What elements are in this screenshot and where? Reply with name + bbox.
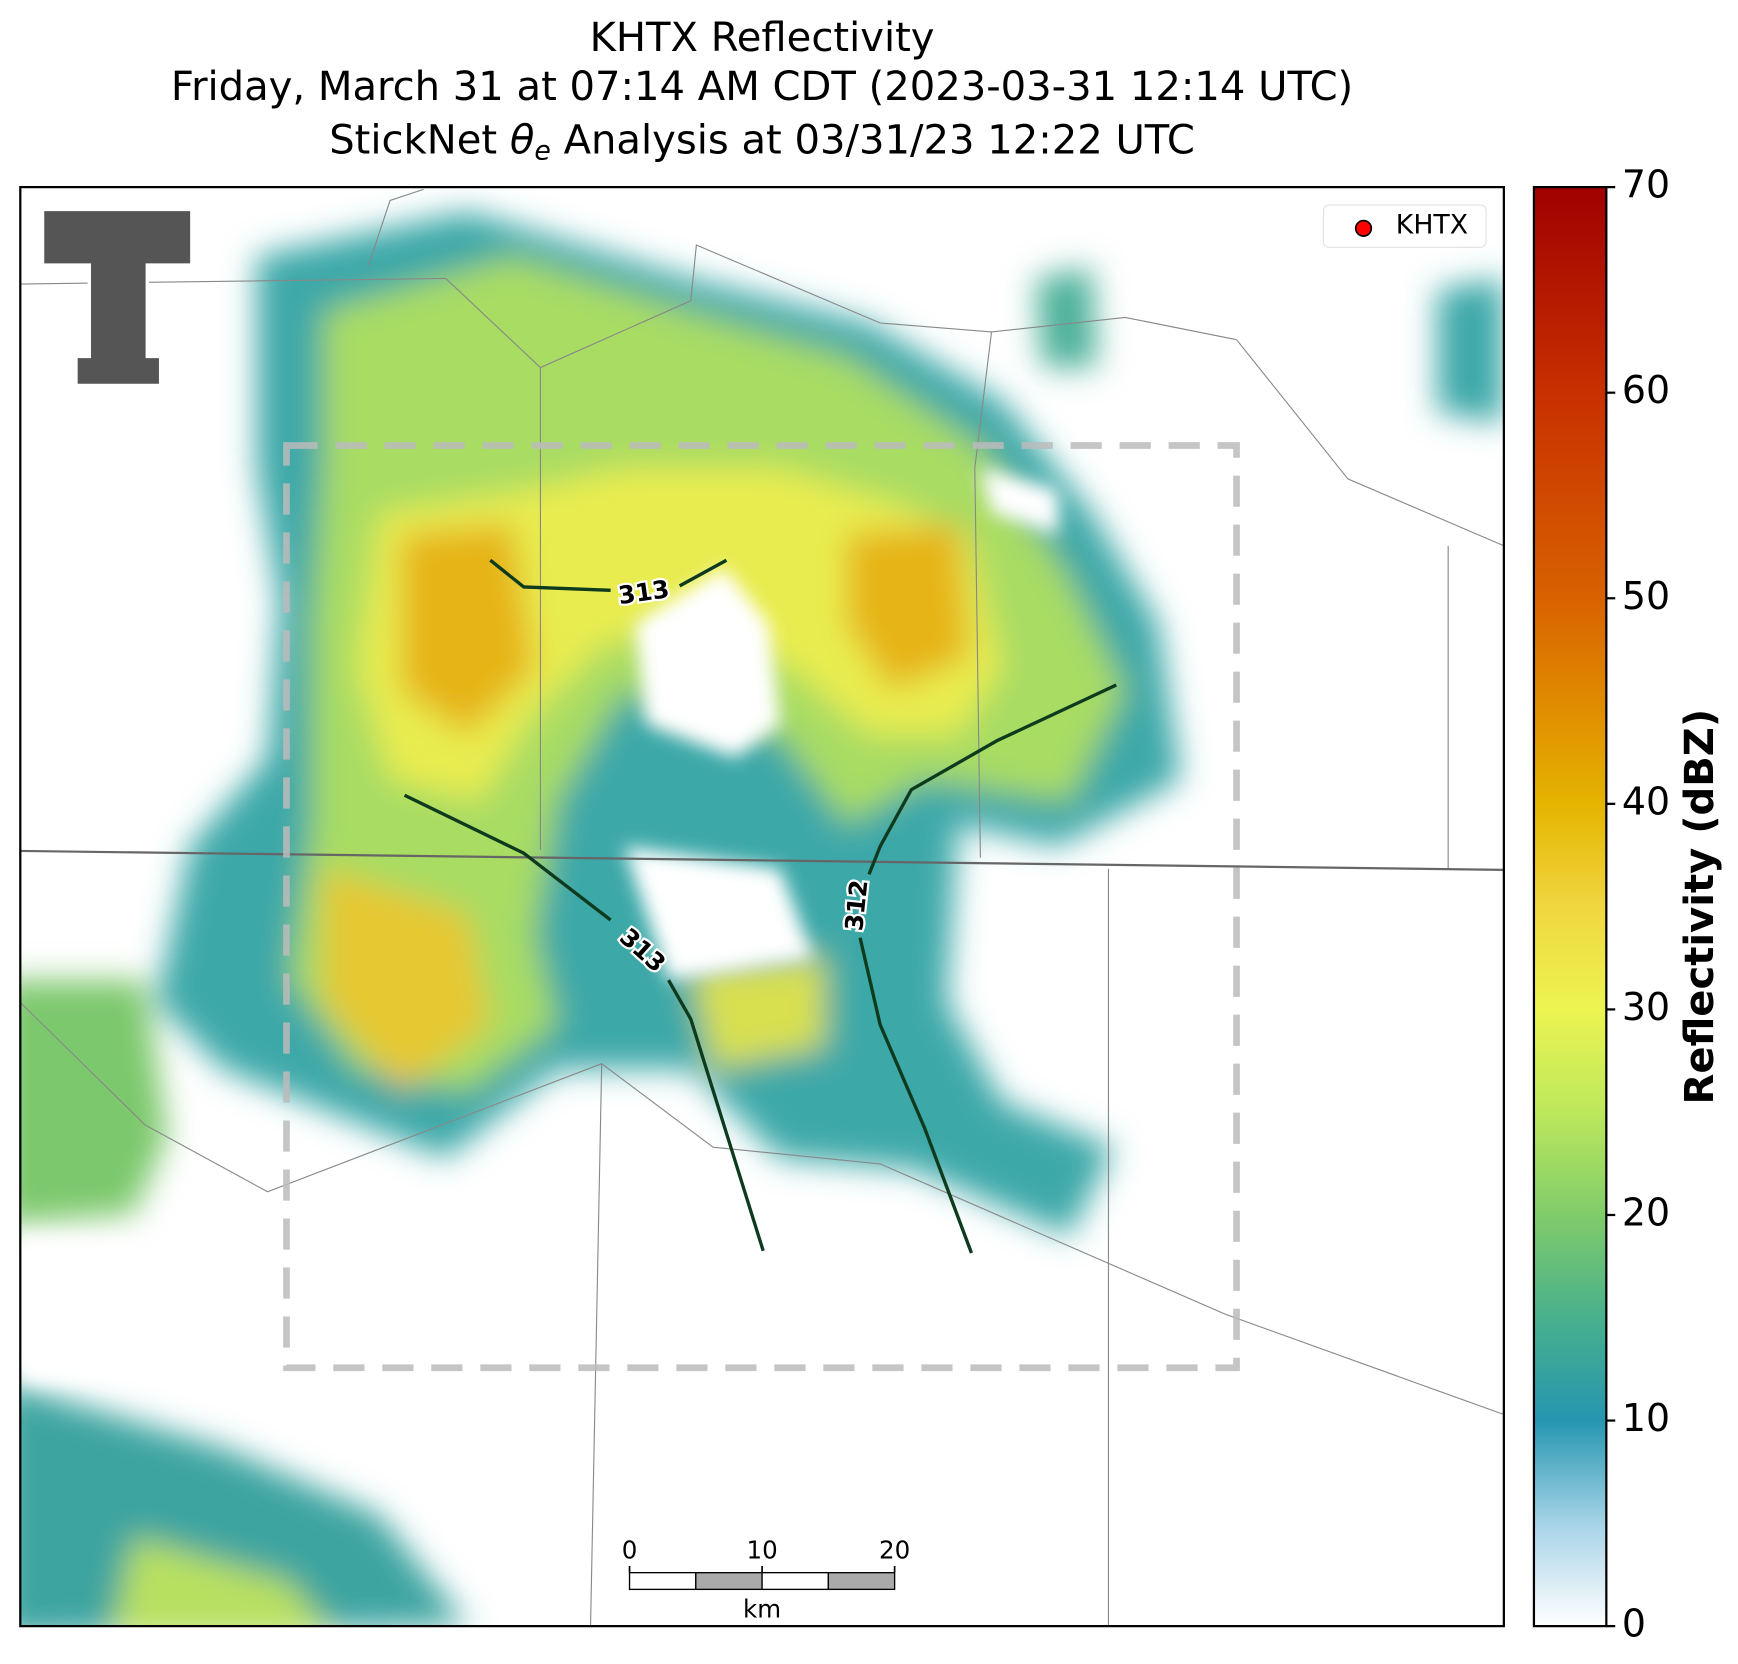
- colorbar: [1532, 186, 1608, 1628]
- theta-subscript: e: [534, 135, 550, 166]
- map-frame: [19, 186, 1505, 1628]
- scale-tick-label: 20: [879, 1536, 910, 1565]
- legend-marker: [1354, 219, 1373, 237]
- analysis-prefix: StickNet: [329, 118, 497, 164]
- colorbar-ticks: 0 10 20 30 40 50 60 70: [1606, 163, 1670, 1646]
- colorbar-tick-label: 0: [1622, 1602, 1646, 1646]
- scale-bar: 0 10 20 km: [622, 1536, 910, 1624]
- spacer: [551, 118, 564, 164]
- state-line: [20, 849, 1504, 871]
- echo-gaps: [22, 467, 1059, 1382]
- scale-segment: [695, 1572, 763, 1591]
- contour-line: [489, 558, 728, 592]
- colorbar-tick-label: 30: [1622, 985, 1670, 1029]
- colorbar-tick-label: 40: [1622, 779, 1670, 823]
- scale-segment: [761, 1572, 830, 1591]
- colorbar-label: Reflectivity (dBZ): [1677, 709, 1723, 1105]
- colorbar-tick-label: 10: [1622, 1396, 1670, 1440]
- colorbar-tick-label: 20: [1622, 1190, 1670, 1234]
- scale-segment: [628, 1572, 697, 1591]
- legend: KHTX: [1322, 204, 1487, 248]
- title: KHTX Reflectivity: [590, 15, 935, 61]
- colorbar-tick-label: 70: [1622, 163, 1670, 207]
- analysis-domain: [283, 442, 1240, 1372]
- logo: [40, 207, 194, 388]
- theta-symbol: θ: [510, 118, 535, 164]
- scale-tick-label: 10: [746, 1536, 777, 1565]
- colorbar-tick-label: 50: [1622, 574, 1670, 618]
- analysis-suffix: Analysis at 03/31/23 12:22 UTC: [564, 118, 1195, 164]
- scale-unit: km: [743, 1595, 781, 1624]
- contour-line: [858, 683, 1117, 1254]
- legend-label: KHTX: [1396, 210, 1468, 241]
- scale-tick-label: 0: [622, 1536, 638, 1565]
- scale-segment: [827, 1572, 896, 1591]
- boundaries: [20, 188, 1504, 1627]
- subtitle: Friday, March 31 at 07:14 AM CDT (2023-0…: [171, 64, 1353, 110]
- contour-label: 312: [839, 878, 873, 932]
- analysis-title: StickNet θe Analysis at 03/31/23 12:22 U…: [329, 118, 1195, 166]
- colorbar-tick-label: 60: [1622, 368, 1670, 412]
- contour-line: [403, 793, 765, 1252]
